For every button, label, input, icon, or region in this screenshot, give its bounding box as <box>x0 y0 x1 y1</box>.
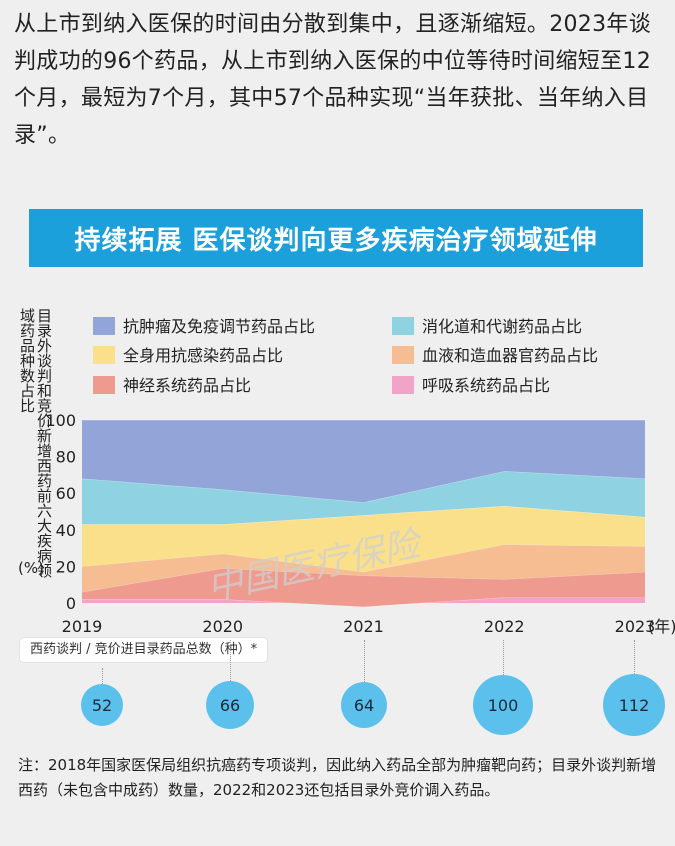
y-tick-label: 20 <box>56 557 76 576</box>
total-bubble: 112 <box>603 674 665 736</box>
total-bubble: 64 <box>341 682 387 728</box>
area-series <box>82 471 645 525</box>
area-series <box>82 597 645 607</box>
area-series <box>82 568 645 607</box>
y-tick-label: 40 <box>56 521 76 540</box>
legend-label: 消化道和代谢药品占比 <box>422 317 582 336</box>
y-axis-label-line1: 目录外谈判和竞价新增西药 <box>35 308 53 488</box>
bubble-connector <box>634 640 635 674</box>
bubble-connector <box>503 640 504 675</box>
y-axis-ticks: 0 20 40 60 80 100 <box>45 411 76 613</box>
area-series <box>82 420 645 503</box>
x-tick-label: 2020 <box>202 617 243 636</box>
legend-swatch <box>392 317 414 335</box>
banner-title: 持续拓展 医保谈判向更多疾病治疗领域延伸 <box>74 225 598 256</box>
x-tick-label: 2023 <box>615 617 656 636</box>
total-bubble: 66 <box>206 681 254 729</box>
legend-label: 神经系统药品占比 <box>123 376 251 395</box>
legend-swatch <box>392 376 414 394</box>
footnote: 注：2018年国家医保局组织抗癌药专项谈判，因此纳入药品全部为肿瘤靶向药；目录外… <box>18 756 657 799</box>
bubble-connector <box>364 640 365 682</box>
chart-areas <box>81 419 646 608</box>
legend-swatch <box>392 346 414 364</box>
y-axis-label-line2: 前六大疾病领域药品种数占比 <box>18 308 53 578</box>
legend-swatch <box>93 376 115 394</box>
y-tick-label: 100 <box>45 411 76 430</box>
legend-label: 抗肿瘤及免疫调节药品占比 <box>123 317 315 336</box>
section-banner: 持续拓展 医保谈判向更多疾病治疗领域延伸 <box>29 209 643 267</box>
x-axis-ticks: 2019 2020 2021 2022 2023(年) <box>62 617 675 636</box>
bubble-connector <box>102 668 103 684</box>
x-tick-label: 2019 <box>62 617 103 636</box>
area-series <box>82 544 645 592</box>
bubble-connector <box>230 640 231 681</box>
totals-label: 西药谈判 / 竞价进目录药品总数（种）* <box>20 638 268 662</box>
intro-paragraph: 从上市到纳入医保的时间由分散到集中，且逐渐缩短。2023年谈判成功的96个药品，… <box>14 12 651 148</box>
legend-label: 全身用抗感染药品占比 <box>123 346 283 365</box>
legend-label: 呼吸系统药品占比 <box>422 376 550 395</box>
legend-swatch <box>93 346 115 364</box>
y-tick-label: 0 <box>66 594 76 613</box>
total-bubble: 100 <box>473 675 533 735</box>
y-axis-unit: (%) <box>18 559 44 577</box>
x-axis-unit: (年) <box>648 617 675 636</box>
y-axis-label: 目录外谈判和竞价新增西药前六大疾病领域药品种数占比 (%) <box>6 308 53 588</box>
y-tick-label: 60 <box>56 484 76 503</box>
area-series <box>82 506 645 572</box>
x-tick-label: 2022 <box>484 617 525 636</box>
x-tick-label: 2021 <box>343 617 384 636</box>
y-tick-label: 80 <box>56 448 76 467</box>
legend-swatch <box>93 317 115 335</box>
legend-label: 血液和造血器官药品占比 <box>422 346 598 365</box>
total-bubble: 52 <box>81 684 123 726</box>
